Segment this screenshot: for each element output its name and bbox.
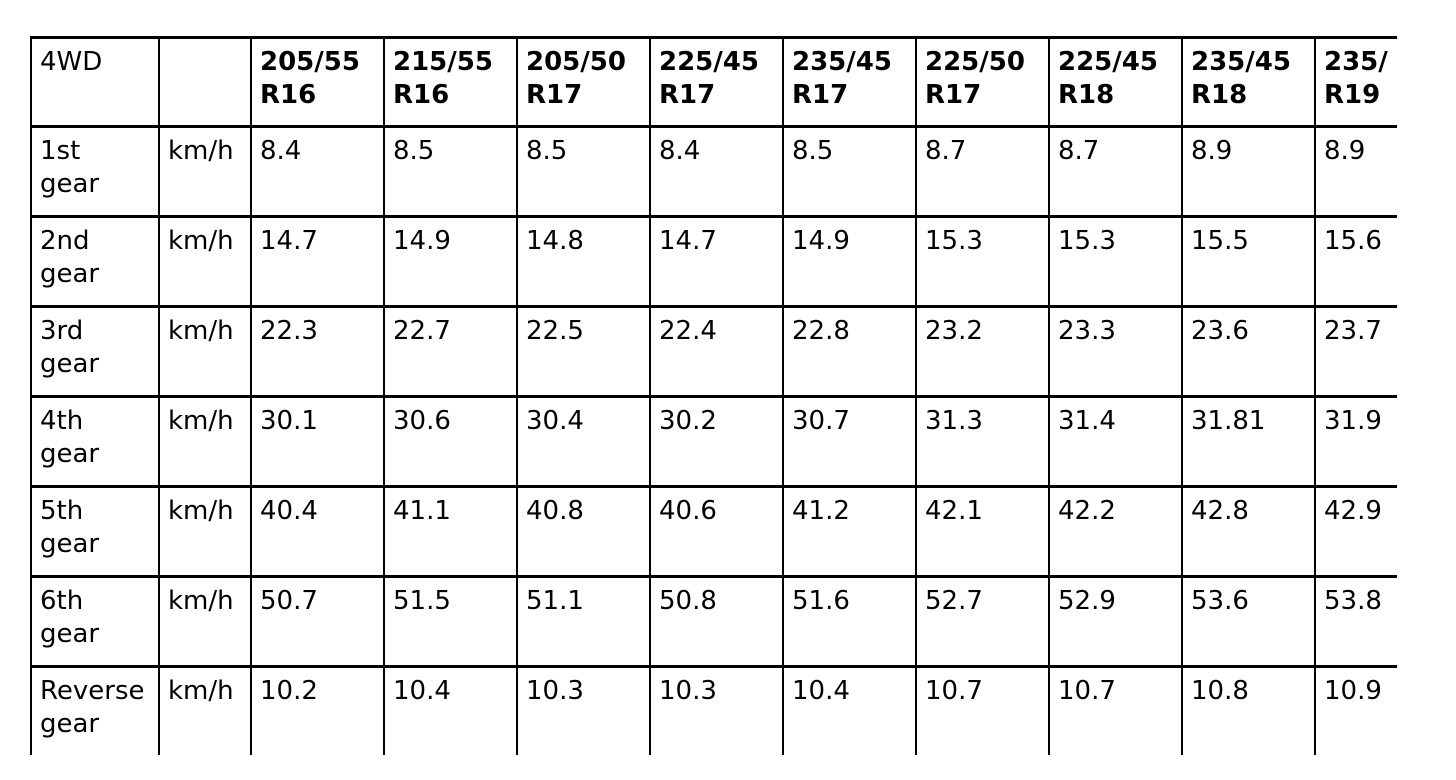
speed-value-cell: 8.4 xyxy=(250,125,385,218)
speed-value-cell: 8.5 xyxy=(782,125,917,218)
speed-value-cell: 10.2 xyxy=(250,665,385,755)
gear-label: 2nd gear xyxy=(30,215,160,308)
unit-cell: km/h xyxy=(158,485,252,578)
speed-value-cell: 8.9 xyxy=(1181,125,1316,218)
speed-value-cell: 22.8 xyxy=(782,305,917,398)
speed-value-cell: 53.8 xyxy=(1314,575,1397,668)
tire-size-header: 235/45 R18 xyxy=(1181,36,1316,128)
tire-size-header: 215/55 R16 xyxy=(383,36,518,128)
speed-value-cell: 8.9 xyxy=(1314,125,1397,218)
speed-value-cell: 23.2 xyxy=(915,305,1050,398)
drivetrain-corner-cell: 4WD xyxy=(30,36,160,128)
speed-value-cell: 41.1 xyxy=(383,485,518,578)
speed-value-cell: 31.9 xyxy=(1314,395,1397,488)
speed-value-cell: 30.4 xyxy=(516,395,651,488)
speed-value-cell: 51.6 xyxy=(782,575,917,668)
speed-value-cell: 23.6 xyxy=(1181,305,1316,398)
speed-value-cell: 15.6 xyxy=(1314,215,1397,308)
speed-value-cell: 14.9 xyxy=(383,215,518,308)
unit-cell: km/h xyxy=(158,125,252,218)
unit-cell: km/h xyxy=(158,665,252,755)
gear-label: 5th gear xyxy=(30,485,160,578)
speed-value-cell: 23.7 xyxy=(1314,305,1397,398)
speed-value-cell: 22.7 xyxy=(383,305,518,398)
speed-value-cell: 40.6 xyxy=(649,485,784,578)
tire-size-header: 225/45 R17 xyxy=(649,36,784,128)
unit-header-empty-cell xyxy=(158,36,252,128)
speed-value-cell: 8.7 xyxy=(1048,125,1183,218)
speed-value-cell: 10.7 xyxy=(915,665,1050,755)
gear-label: 3rd gear xyxy=(30,305,160,398)
speed-value-cell: 50.8 xyxy=(649,575,784,668)
speed-value-cell: 40.4 xyxy=(250,485,385,578)
gear-speed-table: 4WD 205/55 R16 215/55 R16 205/50 R17 225… xyxy=(30,36,1397,755)
table-row-1st-gear: 1st gear km/h 8.4 8.5 8.5 8.4 8.5 8.7 8.… xyxy=(30,125,1397,218)
tire-size-header: 235/45 R17 xyxy=(782,36,917,128)
table-row-5th-gear: 5th gear km/h 40.4 41.1 40.8 40.6 41.2 4… xyxy=(30,485,1397,578)
unit-cell: km/h xyxy=(158,215,252,308)
unit-cell: km/h xyxy=(158,575,252,668)
speed-value-cell: 10.9 xyxy=(1314,665,1397,755)
speed-value-cell: 53.6 xyxy=(1181,575,1316,668)
speed-value-cell: 15.3 xyxy=(1048,215,1183,308)
gear-label: 4th gear xyxy=(30,395,160,488)
unit-cell: km/h xyxy=(158,305,252,398)
speed-value-cell: 50.7 xyxy=(250,575,385,668)
speed-value-cell: 15.3 xyxy=(915,215,1050,308)
speed-value-cell: 31.3 xyxy=(915,395,1050,488)
speed-value-cell: 14.9 xyxy=(782,215,917,308)
speed-value-cell: 30.7 xyxy=(782,395,917,488)
speed-value-cell: 22.4 xyxy=(649,305,784,398)
tire-size-header: 225/45 R18 xyxy=(1048,36,1183,128)
speed-value-cell: 8.5 xyxy=(516,125,651,218)
speed-value-cell: 42.9 xyxy=(1314,485,1397,578)
speed-value-cell: 52.9 xyxy=(1048,575,1183,668)
gear-speed-table-container: 4WD 205/55 R16 215/55 R16 205/50 R17 225… xyxy=(30,36,1397,755)
speed-value-cell: 14.7 xyxy=(649,215,784,308)
speed-value-cell: 22.3 xyxy=(250,305,385,398)
speed-value-cell: 30.2 xyxy=(649,395,784,488)
tire-size-header: 205/55 R16 xyxy=(250,36,385,128)
gear-label: 1st gear xyxy=(30,125,160,218)
speed-value-cell: 10.3 xyxy=(649,665,784,755)
speed-value-cell: 10.8 xyxy=(1181,665,1316,755)
speed-value-cell: 10.7 xyxy=(1048,665,1183,755)
speed-value-cell: 10.4 xyxy=(383,665,518,755)
speed-value-cell: 14.8 xyxy=(516,215,651,308)
speed-value-cell: 30.1 xyxy=(250,395,385,488)
table-row-4th-gear: 4th gear km/h 30.1 30.6 30.4 30.2 30.7 3… xyxy=(30,395,1397,488)
speed-value-cell: 22.5 xyxy=(516,305,651,398)
gear-label: Reverse gear xyxy=(30,665,160,755)
speed-value-cell: 42.2 xyxy=(1048,485,1183,578)
speed-value-cell: 42.1 xyxy=(915,485,1050,578)
speed-value-cell: 31.4 xyxy=(1048,395,1183,488)
table-row-2nd-gear: 2nd gear km/h 14.7 14.9 14.8 14.7 14.9 1… xyxy=(30,215,1397,308)
speed-value-cell: 30.6 xyxy=(383,395,518,488)
speed-value-cell: 31.81 xyxy=(1181,395,1316,488)
tire-size-header: 205/50 R17 xyxy=(516,36,651,128)
speed-value-cell: 23.3 xyxy=(1048,305,1183,398)
speed-value-cell: 41.2 xyxy=(782,485,917,578)
header-row: 4WD 205/55 R16 215/55 R16 205/50 R17 225… xyxy=(30,36,1397,128)
table-row-reverse-gear: Reverse gear km/h 10.2 10.4 10.3 10.3 10… xyxy=(30,665,1397,755)
speed-value-cell: 8.7 xyxy=(915,125,1050,218)
speed-value-cell: 51.1 xyxy=(516,575,651,668)
speed-value-cell: 52.7 xyxy=(915,575,1050,668)
speed-value-cell: 8.4 xyxy=(649,125,784,218)
tire-size-header: 225/50 R17 xyxy=(915,36,1050,128)
table-row-3rd-gear: 3rd gear km/h 22.3 22.7 22.5 22.4 22.8 2… xyxy=(30,305,1397,398)
speed-value-cell: 8.5 xyxy=(383,125,518,218)
unit-cell: km/h xyxy=(158,395,252,488)
table-row-6th-gear: 6th gear km/h 50.7 51.5 51.1 50.8 51.6 5… xyxy=(30,575,1397,668)
tire-size-header-clipped: 235/ R19 xyxy=(1314,36,1397,128)
speed-value-cell: 51.5 xyxy=(383,575,518,668)
gear-label: 6th gear xyxy=(30,575,160,668)
speed-value-cell: 15.5 xyxy=(1181,215,1316,308)
speed-value-cell: 40.8 xyxy=(516,485,651,578)
speed-value-cell: 10.4 xyxy=(782,665,917,755)
speed-value-cell: 14.7 xyxy=(250,215,385,308)
speed-value-cell: 10.3 xyxy=(516,665,651,755)
speed-value-cell: 42.8 xyxy=(1181,485,1316,578)
